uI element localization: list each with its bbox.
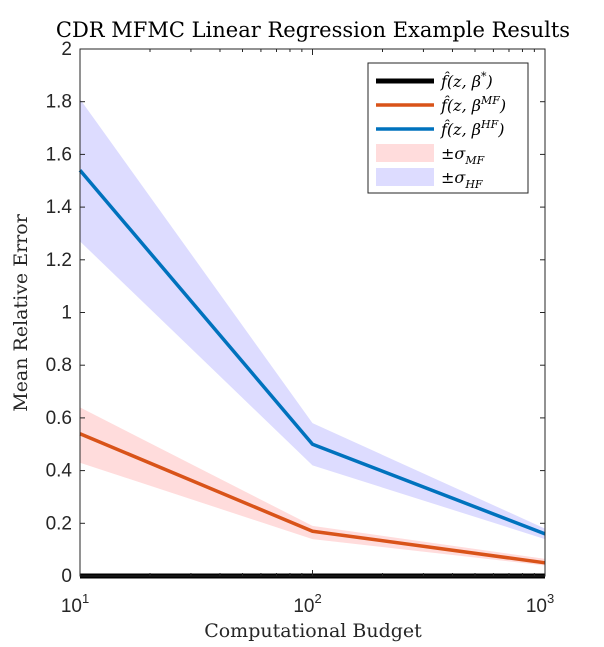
legend-label-part: σ (454, 144, 466, 163)
legend-label: f̂(z, βHF) (440, 118, 505, 139)
chart-title: CDR MFMC Linear Regression Example Resul… (56, 18, 570, 42)
y-tick-label: 1.2 (46, 250, 72, 271)
y-tick-label: 1.8 (46, 92, 72, 113)
series-line-mf (79, 432, 546, 565)
x-tick-label: 101 (61, 591, 89, 617)
legend-label-part: ) (486, 72, 493, 91)
y-tick-label: 2 (61, 39, 72, 60)
legend-label: f̂(z, βMF) (440, 94, 506, 115)
legend-label-part: ) (497, 120, 504, 139)
y-tick-label: 0.8 (46, 355, 72, 376)
x-tick-label: 103 (526, 591, 554, 617)
legend-label-part: f̂(z, β (440, 120, 481, 139)
legend-label-sub: MF (464, 154, 484, 167)
y-tick-label: 0.6 (46, 408, 72, 429)
legend-label-part: σ (454, 168, 466, 187)
legend-label-part: f̂(z, β (440, 72, 481, 91)
x-axis-title: Computational Budget (204, 620, 422, 642)
y-tick-label: 1.4 (46, 197, 73, 218)
legend-label-sup: HF (480, 118, 499, 131)
x-tick-exponent: 2 (314, 591, 321, 606)
legend-label-sup: MF (480, 94, 500, 107)
y-tick-label: 0 (61, 566, 72, 587)
x-tick-exponent: 3 (547, 591, 554, 606)
legend-label-part: ) (499, 96, 506, 115)
legend-label-part: ± (441, 168, 454, 187)
y-tick-label: 0.4 (46, 461, 73, 482)
y-tick-label: 1 (61, 303, 72, 324)
legend-label: ±σHF (441, 168, 483, 191)
legend-label: ±σMF (441, 144, 485, 167)
y-tick-label: 1.6 (46, 144, 72, 165)
y-axis-title: Mean Relative Error (10, 213, 32, 411)
y-tick-label: 0.2 (46, 513, 72, 534)
legend-label-sup: * (481, 70, 487, 83)
legend-swatch-patch (376, 144, 434, 162)
legend-swatch-patch (376, 168, 434, 186)
uncertainty-bands (80, 99, 545, 566)
legend-label-part: ± (441, 144, 454, 163)
legend: f̂(z, β*)f̂(z, βMF)f̂(z, βHF)±σMF±σHF (367, 62, 529, 194)
series-line-hf (78, 169, 546, 536)
legend-label: f̂(z, β*) (440, 70, 493, 91)
band-mf (80, 407, 545, 566)
legend-label-sub: HF (464, 178, 483, 191)
x-tick-label: 102 (293, 591, 321, 617)
legend-label-part: f̂(z, β (440, 96, 481, 115)
y-axis: 0 0.2 0.4 0.6 0.8 1 1.2 1.4 1.6 1.8 2 (46, 39, 545, 587)
x-tick-exponent: 1 (82, 591, 89, 606)
band-hf (80, 99, 545, 540)
